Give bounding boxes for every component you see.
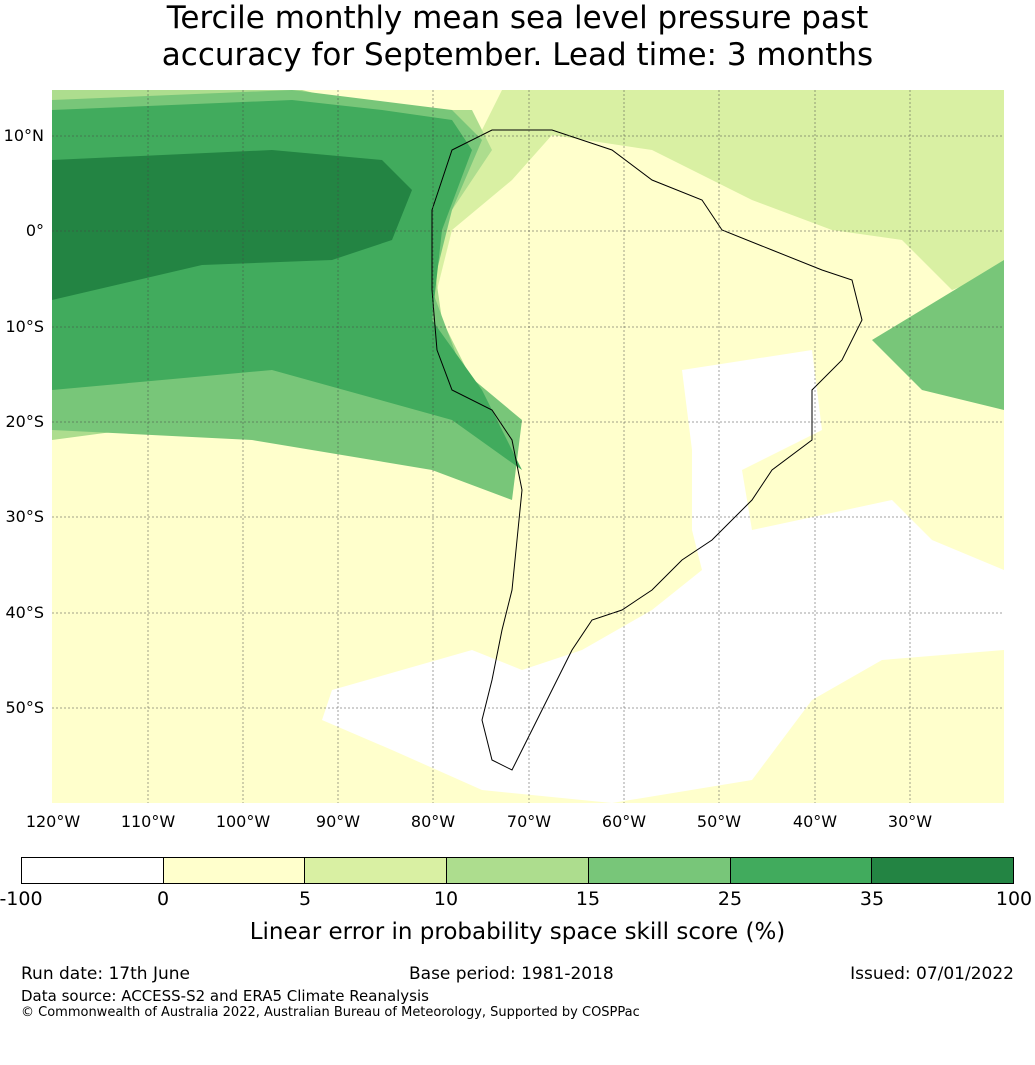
title-line-1: Tercile monthly mean sea level pressure … <box>166 0 869 36</box>
lon-label-100w: 100°W <box>215 812 271 831</box>
lat-label-20s: 20°S <box>5 412 44 431</box>
copyright: © Commonwealth of Australia 2022, Austra… <box>21 1005 640 1020</box>
region-15-25-atlantic <box>872 260 1004 410</box>
colorbar-tick: 35 <box>859 888 885 910</box>
lon-label-50w: 50°W <box>696 812 742 831</box>
colorbar <box>21 857 1014 884</box>
lat-label-0: 0° <box>25 221 44 240</box>
colorbar-segment-5-10 <box>305 858 448 883</box>
colorbar-tick: -100 <box>0 888 43 910</box>
colorbar-tick: 5 <box>298 888 312 910</box>
skill-score-map <box>52 90 1004 803</box>
lat-label-10s: 10°S <box>5 317 44 336</box>
colorbar-segment-below-zero <box>22 858 164 883</box>
map-title: Tercile monthly mean sea level pressure … <box>0 0 1035 74</box>
run-date: Run date: 17th June <box>21 964 190 984</box>
lat-label-10n: 10°N <box>3 126 44 145</box>
lat-label-30s: 30°S <box>5 507 44 526</box>
title-line-2: accuracy for September. Lead time: 3 mon… <box>161 37 874 73</box>
base-period: Base period: 1981-2018 <box>409 964 614 984</box>
map-canvas <box>52 90 1004 803</box>
south-america-coastline <box>431 129 863 771</box>
data-source: Data source: ACCESS-S2 and ERA5 Climate … <box>21 987 429 1005</box>
lon-label-40w: 40°W <box>792 812 838 831</box>
colorbar-tick: 15 <box>575 888 601 910</box>
colorbar-tick: 0 <box>156 888 170 910</box>
colorbar-segment-0-5 <box>163 858 306 883</box>
lon-label-110w: 110°W <box>120 812 176 831</box>
lon-label-90w: 90°W <box>315 812 361 831</box>
region-below-zero <box>322 350 1004 803</box>
colorbar-tick: 100 <box>995 888 1033 910</box>
lon-label-60w: 60°W <box>601 812 647 831</box>
colorbar-segment-35-100 <box>872 858 1014 883</box>
colorbar-label: Linear error in probability space skill … <box>249 919 786 945</box>
lat-label-40s: 40°S <box>5 603 44 622</box>
lon-label-80w: 80°W <box>410 812 456 831</box>
colorbar-segment-15-25 <box>588 858 731 883</box>
colorbar-tick: 10 <box>433 888 459 910</box>
lon-label-30w: 30°W <box>887 812 933 831</box>
graticule <box>52 90 1004 803</box>
lon-label-120w: 120°W <box>25 812 81 831</box>
issued-date: Issued: 07/01/2022 <box>850 964 1014 984</box>
colorbar-segment-25-35 <box>730 858 873 883</box>
region-35-100 <box>52 150 412 300</box>
lat-label-50s: 50°S <box>5 698 44 717</box>
lon-label-70w: 70°W <box>506 812 552 831</box>
colorbar-segment-10-15 <box>447 858 589 883</box>
colorbar-tick: 25 <box>717 888 743 910</box>
